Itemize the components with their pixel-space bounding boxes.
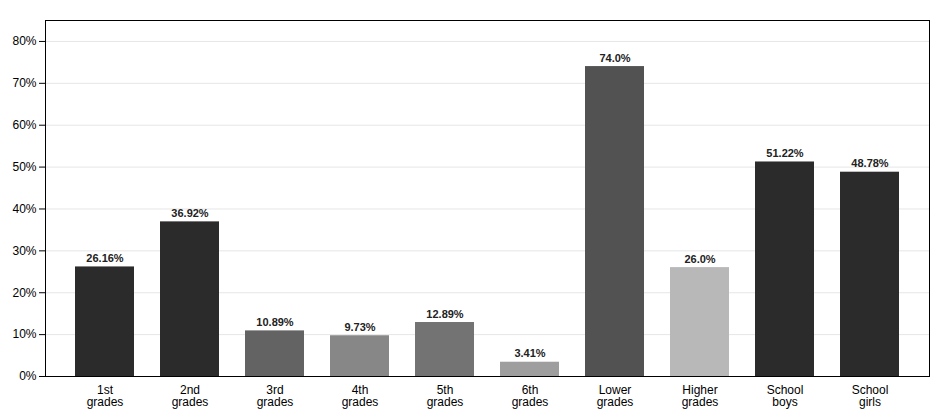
svg-text:70%: 70%	[12, 76, 36, 90]
svg-text:20%: 20%	[12, 286, 36, 300]
svg-text:Highergrades: Highergrades	[682, 383, 719, 409]
svg-text:10.89%: 10.89%	[256, 316, 294, 328]
svg-text:Schoolboys: Schoolboys	[767, 383, 804, 409]
svg-text:Lowergrades: Lowergrades	[597, 383, 634, 409]
svg-text:9.73%: 9.73%	[344, 321, 375, 333]
svg-text:6thgrades: 6thgrades	[512, 383, 549, 409]
svg-text:3rdgrades: 3rdgrades	[257, 383, 294, 409]
svg-text:40%: 40%	[12, 202, 36, 216]
svg-text:0%: 0%	[19, 369, 37, 383]
svg-text:36.92%: 36.92%	[171, 207, 209, 219]
svg-text:80%: 80%	[12, 34, 36, 48]
svg-text:3.41%: 3.41%	[514, 347, 545, 359]
svg-text:2ndgrades: 2ndgrades	[172, 383, 209, 409]
svg-text:51.22%: 51.22%	[766, 147, 804, 159]
svg-text:12.89%: 12.89%	[426, 308, 464, 320]
svg-text:30%: 30%	[12, 244, 36, 258]
svg-text:10%: 10%	[12, 327, 36, 341]
svg-text:4thgrades: 4thgrades	[342, 383, 379, 409]
svg-text:60%: 60%	[12, 118, 36, 132]
svg-text:1stgrades: 1stgrades	[87, 383, 124, 409]
svg-text:74.0%: 74.0%	[599, 52, 630, 64]
svg-text:Schoolgirls: Schoolgirls	[852, 383, 889, 409]
svg-text:5thgrades: 5thgrades	[427, 383, 464, 409]
svg-text:50%: 50%	[12, 160, 36, 174]
svg-text:26.0%: 26.0%	[684, 253, 715, 265]
svg-text:26.16%: 26.16%	[86, 252, 124, 264]
svg-text:48.78%: 48.78%	[851, 157, 889, 169]
